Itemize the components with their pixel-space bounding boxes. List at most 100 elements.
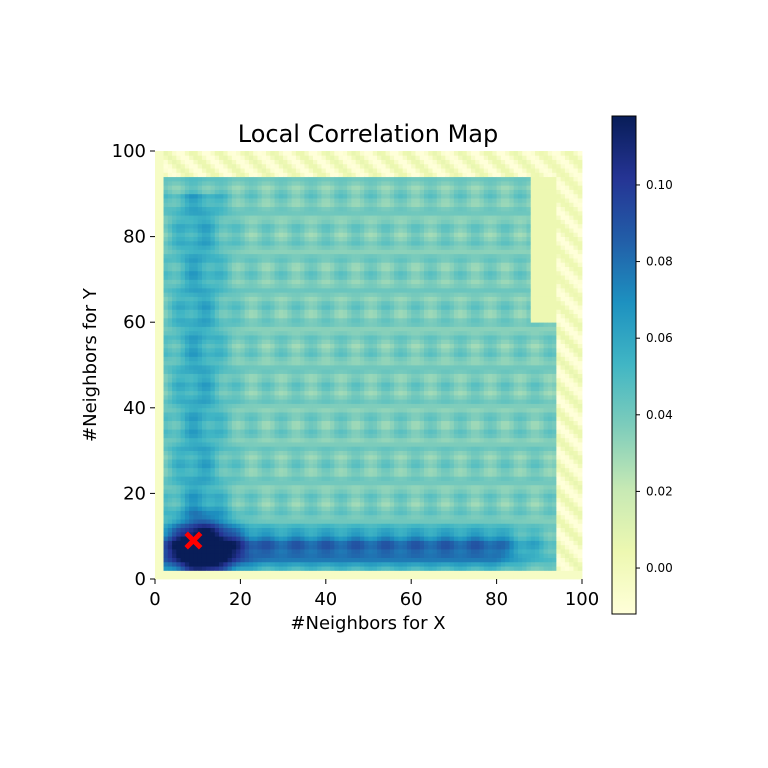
heatmap-cell bbox=[197, 412, 203, 417]
heatmap-cell bbox=[317, 176, 322, 182]
heatmap-cell bbox=[193, 442, 199, 447]
heatmap-cell bbox=[347, 356, 352, 362]
heatmap-cell bbox=[334, 151, 340, 156]
heatmap-cell bbox=[295, 322, 301, 327]
heatmap-cell bbox=[248, 193, 254, 199]
heatmap-cell bbox=[227, 463, 233, 469]
heatmap-cell bbox=[312, 365, 318, 370]
heatmap-cell bbox=[338, 561, 344, 567]
heatmap-cell bbox=[364, 544, 369, 550]
heatmap-cell bbox=[274, 540, 280, 546]
heatmap-cell bbox=[206, 386, 211, 392]
heatmap-cell bbox=[172, 279, 177, 285]
heatmap-cell bbox=[193, 553, 199, 558]
heatmap-cell bbox=[210, 544, 216, 550]
heatmap-cell bbox=[227, 176, 233, 182]
heatmap-cell bbox=[321, 403, 327, 409]
heatmap-cell bbox=[210, 253, 216, 259]
heatmap-cell bbox=[321, 330, 327, 336]
heatmap-cell bbox=[172, 343, 177, 349]
heatmap-cell bbox=[355, 155, 361, 160]
heatmap-cell bbox=[351, 168, 357, 173]
heatmap-cell bbox=[163, 258, 169, 263]
heatmap-cell bbox=[304, 180, 310, 186]
heatmap-cell bbox=[304, 347, 310, 353]
heatmap-cell bbox=[270, 313, 275, 319]
heatmap-cell bbox=[219, 544, 224, 550]
heatmap-cell bbox=[304, 253, 310, 259]
heatmap-cell bbox=[283, 377, 288, 383]
heatmap-cell bbox=[261, 476, 267, 481]
heatmap-cell bbox=[347, 232, 352, 237]
heatmap-cell bbox=[210, 249, 216, 255]
heatmap-cell bbox=[359, 253, 365, 259]
heatmap-cell bbox=[197, 245, 203, 250]
heatmap-cell bbox=[210, 223, 216, 229]
heatmap-cell bbox=[338, 189, 344, 195]
heatmap-cell bbox=[295, 377, 301, 383]
heatmap-cell bbox=[159, 369, 164, 374]
heatmap-cell bbox=[347, 536, 352, 541]
heatmap-cell bbox=[223, 510, 228, 516]
heatmap-cell bbox=[278, 536, 284, 541]
heatmap-cell bbox=[210, 305, 216, 310]
heatmap-cell bbox=[291, 557, 297, 563]
heatmap-cell bbox=[184, 330, 190, 336]
heatmap-cell bbox=[172, 420, 177, 426]
heatmap-cell bbox=[236, 155, 241, 160]
heatmap-cell bbox=[347, 151, 352, 156]
heatmap-cell bbox=[193, 266, 199, 272]
heatmap-cell bbox=[197, 249, 203, 255]
heatmap-cell bbox=[201, 382, 207, 387]
heatmap-cell bbox=[304, 219, 310, 225]
heatmap-cell bbox=[231, 275, 237, 280]
heatmap-cell bbox=[167, 317, 173, 323]
heatmap-cell bbox=[278, 476, 284, 481]
heatmap-cell bbox=[274, 446, 280, 451]
heatmap-cell bbox=[193, 369, 199, 374]
heatmap-cell bbox=[304, 489, 310, 494]
heatmap-cell bbox=[266, 202, 271, 208]
heatmap-cell bbox=[184, 476, 190, 481]
heatmap-cell bbox=[227, 561, 233, 567]
heatmap-cell bbox=[253, 412, 258, 417]
heatmap-cell bbox=[274, 245, 280, 250]
heatmap-cell bbox=[257, 553, 263, 558]
heatmap-cell bbox=[253, 467, 258, 473]
heatmap-cell bbox=[283, 463, 288, 469]
heatmap-cell bbox=[210, 313, 216, 319]
heatmap-cell bbox=[334, 433, 340, 439]
heatmap-cell bbox=[163, 484, 169, 490]
heatmap-cell bbox=[278, 360, 284, 366]
heatmap-cell bbox=[214, 377, 220, 383]
heatmap-cell bbox=[176, 373, 182, 379]
heatmap-cell bbox=[283, 544, 288, 550]
heatmap-cell bbox=[317, 172, 322, 178]
heatmap-cell bbox=[308, 210, 314, 216]
heatmap-cell bbox=[206, 219, 211, 225]
heatmap-cell bbox=[300, 168, 305, 173]
heatmap-cell bbox=[261, 570, 267, 576]
heatmap-cell bbox=[330, 394, 335, 400]
heatmap-cell bbox=[274, 454, 280, 460]
heatmap-cell bbox=[295, 557, 301, 563]
heatmap-cell bbox=[206, 463, 211, 469]
heatmap-cell bbox=[325, 339, 331, 344]
heatmap-cell bbox=[167, 202, 173, 208]
heatmap-cell bbox=[304, 442, 310, 447]
heatmap-cell bbox=[351, 292, 357, 297]
heatmap-cell bbox=[359, 287, 365, 293]
heatmap-cell bbox=[330, 159, 335, 165]
heatmap-cell bbox=[351, 561, 357, 567]
heatmap-cell bbox=[231, 283, 237, 289]
heatmap-cell bbox=[270, 258, 275, 263]
heatmap-cell bbox=[312, 420, 318, 426]
heatmap-cell bbox=[201, 219, 207, 225]
heatmap-cell bbox=[248, 159, 254, 165]
heatmap-cell bbox=[210, 527, 216, 533]
heatmap-cell bbox=[321, 283, 327, 289]
heatmap-cell bbox=[325, 523, 331, 529]
heatmap-cell bbox=[236, 219, 241, 225]
heatmap-cell bbox=[244, 279, 250, 285]
heatmap-cell bbox=[330, 206, 335, 212]
